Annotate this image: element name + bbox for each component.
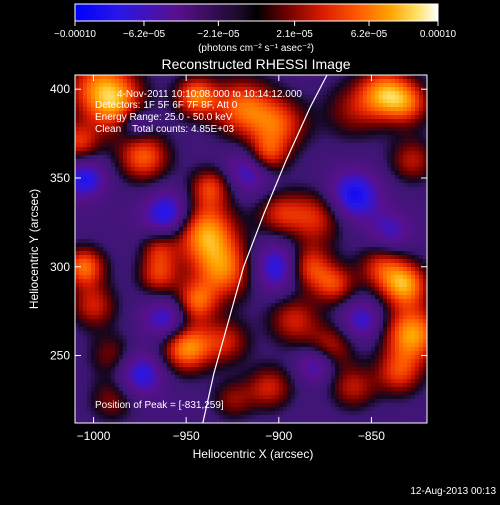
- colorbar-tick-label: −2.1e−05: [197, 29, 240, 40]
- y-tick-label: 300: [50, 260, 70, 274]
- x-tick-label: −850: [358, 429, 385, 443]
- x-tick-label: −1000: [77, 429, 111, 443]
- plot-area: −1000 −950 −900 −850 250 300 350 400 4-Nov-201…: [50, 74, 428, 443]
- peak-position-label: Position of Peak = [-831,259]: [95, 400, 224, 411]
- x-axis-label: Heliocentric X (arcsec): [193, 447, 314, 461]
- chart-title: Reconstructed RHESSI Image: [161, 56, 350, 72]
- y-axis-ticks: 250 300 350 400: [50, 82, 427, 363]
- colorbar-frame: [74, 3, 439, 22]
- colorbar-tick-label: 0.00010: [420, 29, 457, 40]
- colorbar-tick-label: 6.2e−05: [351, 29, 388, 40]
- y-tick-label: 350: [50, 171, 70, 185]
- colorbar: −0.00010 −6.2e−05 −2.1e−05 2.1e−05 6.2e−05 0.…: [54, 3, 457, 54]
- solar-limb-curve: [202, 75, 328, 423]
- colorbar-tick-label: −0.00010: [54, 29, 96, 40]
- x-axis-ticks: −1000 −950 −900 −850: [77, 75, 385, 443]
- colorbar-tick-label: 2.1e−05: [276, 29, 313, 40]
- colorbar-gradient: [75, 4, 438, 21]
- y-axis-label: Heliocentric Y (arcsec): [27, 189, 41, 309]
- annotation-counts: Clean Total counts: 4.85E+03: [95, 124, 235, 135]
- x-tick-label: −900: [265, 429, 292, 443]
- y-tick-label: 400: [50, 82, 70, 96]
- colorbar-tick-label: −6.2e−05: [123, 29, 166, 40]
- plot-frame: [74, 74, 428, 424]
- x-tick-label: −950: [173, 429, 200, 443]
- annotation-time-range: 4-Nov-2011 10:10:08.000 to 10:14:12.000: [117, 89, 302, 100]
- colorbar-unit-label: (photons cm⁻² s⁻¹ asec⁻²): [198, 43, 314, 54]
- y-tick-label: 250: [50, 349, 70, 363]
- colorbar-ticks: −0.00010 −6.2e−05 −2.1e−05 2.1e−05 6.2e−05 0.…: [54, 21, 457, 40]
- annotations: 4-Nov-2011 10:10:08.000 to 10:14:12.000 …: [95, 89, 302, 411]
- annotation-detectors: Detectors: 1F 5F 6F 7F 8F, Att 0: [95, 100, 238, 111]
- footer-date: 12-Aug-2013 00:13: [410, 486, 496, 497]
- annotation-energy: Energy Range: 25.0 - 50.0 keV: [95, 112, 233, 123]
